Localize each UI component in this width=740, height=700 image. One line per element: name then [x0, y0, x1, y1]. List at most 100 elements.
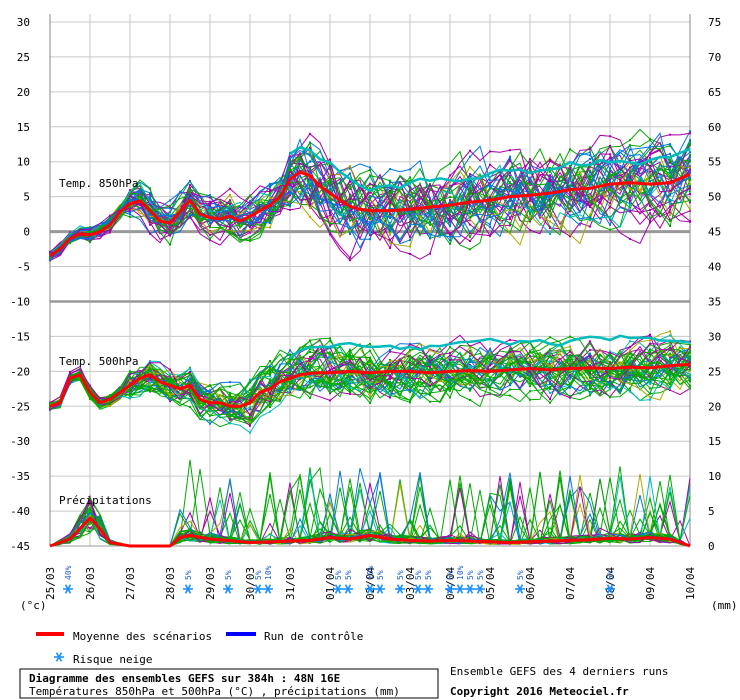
ensemble-member-point: [529, 371, 531, 374]
ensemble-member-point: [289, 192, 291, 195]
snowflake-icon: [365, 584, 375, 594]
ensemble-member-point: [409, 366, 411, 369]
ensemble-member-point: [409, 220, 411, 223]
ensemble-member-point: [469, 193, 471, 196]
ensemble-member-point: [289, 353, 291, 356]
ensemble-member-point: [249, 222, 251, 225]
ensemble-member-point: [249, 424, 251, 427]
ensemble-member-point: [609, 223, 611, 226]
ensemble-highlight-line: [289, 334, 691, 360]
ensemble-member-point: [649, 379, 651, 382]
ensemble-member-point: [269, 371, 271, 374]
right-tick-label: 30: [708, 330, 721, 343]
ensemble-member-point: [609, 218, 611, 221]
ensemble-member-point: [469, 219, 471, 222]
ensemble-member-point: [669, 202, 671, 205]
ensemble-member-point: [409, 210, 411, 213]
ensemble-member-point: [529, 375, 531, 378]
ensemble-member-point: [329, 339, 331, 342]
ensemble-member-point: [209, 414, 211, 417]
ensemble-member-point: [349, 350, 351, 353]
ensemble-member-point: [209, 393, 211, 396]
ensemble-member-point: [389, 181, 391, 184]
ensemble-member-point: [309, 382, 311, 385]
ensemble-member-point: [249, 418, 251, 421]
ensemble-member-point: [649, 355, 651, 358]
ensemble-member-point: [229, 187, 231, 190]
ensemble-member-point: [469, 198, 471, 201]
snowflake-stroke: [606, 584, 614, 594]
ensemble-member-point: [589, 358, 591, 361]
snow-risk-pct: 10%: [456, 565, 465, 580]
ensemble-member-point: [529, 178, 531, 181]
left-tick-label: 20: [17, 86, 30, 99]
ensemble-member-point: [489, 206, 491, 209]
snowflake-icon: [223, 584, 233, 594]
ensemble-member-point: [609, 370, 611, 373]
ensemble-member-point: [429, 379, 431, 382]
ensemble-member-point: [549, 371, 551, 374]
ensemble-member-point: [489, 392, 491, 395]
ensemble-member-point: [229, 409, 231, 412]
ensemble-member-point: [349, 382, 351, 385]
ensemble-member-point: [249, 394, 251, 397]
ensemble-member-point: [469, 387, 471, 390]
ensemble-member-point: [289, 357, 291, 360]
ensemble-member-point: [549, 160, 551, 163]
ensemble-member-point: [609, 350, 611, 353]
ensemble-member-point: [649, 152, 651, 155]
ensemble-member-point: [569, 185, 571, 188]
ensemble-member-point: [429, 198, 431, 201]
ensemble-member-point: [49, 257, 51, 260]
ensemble-member-point: [349, 193, 351, 196]
ensemble-member-point: [589, 154, 591, 157]
ensemble-member-point: [249, 239, 251, 242]
ensemble-member-point: [589, 175, 591, 178]
ensemble-member-point: [149, 381, 151, 384]
ensemble-member-point: [209, 391, 211, 394]
ensemble-member-point: [569, 171, 571, 174]
ensemble-member-point: [209, 210, 211, 213]
ensemble-member-point: [449, 368, 451, 371]
ensemble-member-point: [689, 351, 691, 354]
ensemble-member-point: [369, 226, 371, 229]
ensemble-member-point: [469, 188, 471, 191]
ensemble-member-point: [249, 407, 251, 410]
ensemble-member-point: [649, 189, 651, 192]
ensemble-member-point: [569, 335, 571, 338]
ensemble-member-point: [109, 220, 111, 223]
ensemble-member-point: [329, 378, 331, 381]
ensemble-member-point: [249, 378, 251, 381]
ensemble-member-point: [149, 215, 151, 218]
ensemble-member-point: [69, 235, 71, 238]
right-tick-label: 25: [708, 365, 721, 378]
ensemble-member-point: [369, 232, 371, 235]
ensemble-member-point: [649, 372, 651, 375]
ensemble-member-point: [389, 205, 391, 208]
ensemble-member-point: [369, 229, 371, 232]
ensemble-member-point: [469, 377, 471, 380]
ensemble-member-point: [289, 382, 291, 385]
x-tick-label: 03/04: [404, 567, 417, 600]
ensemble-member-point: [569, 191, 571, 194]
ensemble-member-point: [429, 237, 431, 240]
ensemble-member-point: [249, 235, 251, 238]
ensemble-member-point: [389, 238, 391, 241]
ensemble-member-point: [429, 363, 431, 366]
ensemble-member-point: [629, 378, 631, 381]
ensemble-member-point: [249, 202, 251, 205]
ensemble-member-point: [429, 378, 431, 381]
ensemble-member-point: [489, 208, 491, 211]
ensemble-member-point: [269, 368, 271, 371]
ensemble-member-point: [109, 394, 111, 397]
ensemble-member-point: [169, 375, 171, 378]
ensemble-member-point: [409, 225, 411, 228]
ensemble-member-point: [429, 252, 431, 255]
ensemble-member-point: [569, 370, 571, 373]
ensemble-member-point: [569, 148, 571, 151]
left-tick-label: -20: [10, 365, 30, 378]
ensemble-member-point: [429, 384, 431, 387]
ensemble-member-point: [309, 376, 311, 379]
ensemble-member-point: [209, 206, 211, 209]
